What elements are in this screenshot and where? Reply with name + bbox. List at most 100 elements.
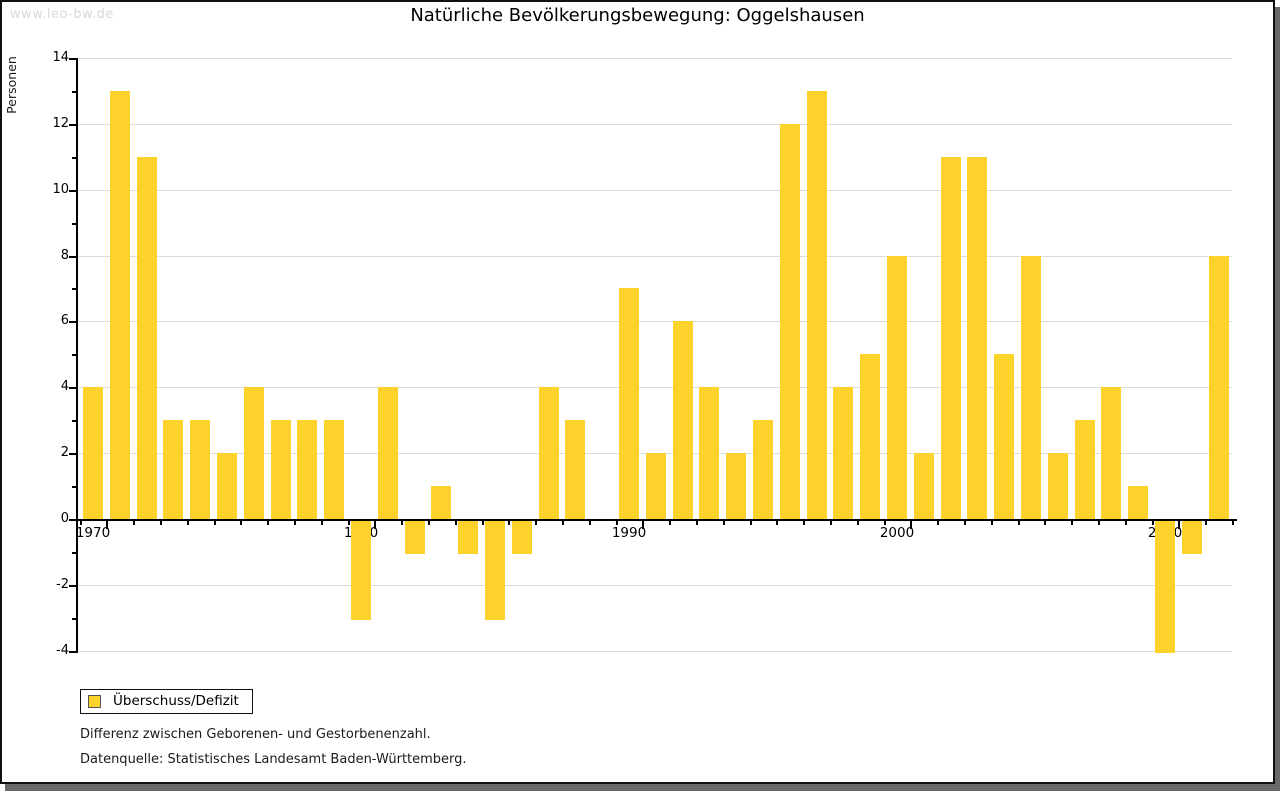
y-axis-tick [69, 256, 76, 258]
bar-1980 [351, 521, 371, 620]
x-axis-tick [401, 521, 403, 525]
x-axis-tick [910, 521, 912, 529]
bar-2007 [1075, 420, 1095, 519]
x-axis-tick [455, 521, 457, 525]
y-axis-tick [69, 651, 76, 653]
bar-1974 [190, 420, 210, 519]
x-axis-tick [696, 521, 698, 525]
bar-1987 [539, 387, 559, 519]
bar-2000 [887, 256, 907, 519]
y-axis-tick-label: 6 [60, 313, 69, 328]
gridline [78, 651, 1232, 652]
bar-1983 [431, 486, 451, 519]
x-axis-tick [106, 521, 108, 529]
y-axis-tick [69, 190, 76, 192]
bar-2004 [994, 354, 1014, 519]
bar-1978 [297, 420, 317, 519]
x-axis-tick [803, 521, 805, 525]
y-axis-tick [69, 519, 76, 521]
bar-2008 [1101, 387, 1121, 519]
x-axis-tick [214, 521, 216, 525]
bar-1973 [163, 420, 183, 519]
bar-2003 [967, 157, 987, 519]
bar-1985 [485, 521, 505, 620]
x-axis-tick [1044, 521, 1046, 525]
bar-1984 [458, 521, 478, 554]
bar-1976 [244, 387, 264, 519]
bar-1997 [807, 91, 827, 519]
x-axis-tick [80, 521, 82, 525]
x-axis-tick-label: 1970 [75, 525, 111, 541]
legend-color-swatch-icon [88, 694, 101, 708]
bar-1979 [324, 420, 344, 519]
bar-2009 [1128, 486, 1148, 519]
gridline [78, 321, 1232, 322]
y-axis-tick [72, 486, 76, 488]
x-axis-tick [1125, 521, 1127, 525]
bar-2006 [1048, 453, 1068, 519]
footnote-source: Datenquelle: Statistisches Landesamt Bad… [80, 752, 467, 767]
gridline [78, 124, 1232, 125]
x-axis-tick [1205, 521, 1207, 525]
y-axis-tick-label: -2 [56, 577, 69, 592]
x-axis-tick [240, 521, 242, 525]
bar-1994 [726, 453, 746, 519]
x-axis-tick [1098, 521, 1100, 525]
y-axis-tick-label: 2 [60, 445, 69, 460]
footnote-description: Differenz zwischen Geborenen- und Gestor… [80, 727, 431, 742]
x-axis-tick [991, 521, 993, 525]
bar-2001 [914, 453, 934, 519]
y-axis-tick [69, 387, 76, 389]
x-axis-tick [267, 521, 269, 525]
y-axis-tick [72, 288, 76, 290]
x-axis-tick [562, 521, 564, 525]
bar-1981 [378, 387, 398, 519]
y-axis-tick [72, 420, 76, 422]
y-axis-tick [69, 58, 76, 60]
y-axis-tick [72, 354, 76, 356]
y-axis-tick-label: -4 [56, 643, 69, 658]
bar-2005 [1021, 256, 1041, 519]
y-axis-tick-label: 10 [52, 182, 69, 197]
x-axis-line [76, 519, 1237, 521]
gridline [78, 190, 1232, 191]
bar-1993 [699, 387, 719, 519]
bar-1998 [833, 387, 853, 519]
bar-1972 [137, 157, 157, 519]
bar-1975 [217, 453, 237, 519]
bar-2012 [1209, 256, 1229, 519]
x-axis-tick [482, 521, 484, 525]
x-axis-tick [589, 521, 591, 525]
x-axis-tick [160, 521, 162, 525]
x-axis-tick [428, 521, 430, 525]
x-axis-tick [133, 521, 135, 525]
y-axis-tick [72, 91, 76, 93]
bar-1977 [271, 420, 291, 519]
x-axis-tick [830, 521, 832, 525]
bar-1982 [405, 521, 425, 554]
chart-title: Natürliche Bevölkerungsbewegung: Oggelsh… [410, 5, 865, 26]
x-axis-tick [1071, 521, 1073, 525]
y-axis-tick [72, 223, 76, 225]
bar-2011 [1182, 521, 1202, 554]
y-axis-tick [72, 157, 76, 159]
x-axis-tick [1178, 521, 1180, 529]
y-axis-tick-label: 8 [60, 248, 69, 263]
y-axis-tick [69, 124, 76, 126]
x-axis-tick [535, 521, 537, 525]
bar-1990 [619, 288, 639, 519]
x-axis-tick [1232, 521, 1234, 525]
bar-1992 [673, 321, 693, 519]
y-axis-tick [69, 321, 76, 323]
x-axis-tick [374, 521, 376, 529]
bar-1970 [83, 387, 103, 519]
x-axis-tick [776, 521, 778, 525]
gridline [78, 387, 1232, 388]
gridline [78, 58, 1232, 59]
y-axis-tick [69, 453, 76, 455]
x-axis-tick [937, 521, 939, 525]
y-axis-tick [72, 618, 76, 620]
bar-2002 [941, 157, 961, 519]
x-axis-tick [642, 521, 644, 529]
